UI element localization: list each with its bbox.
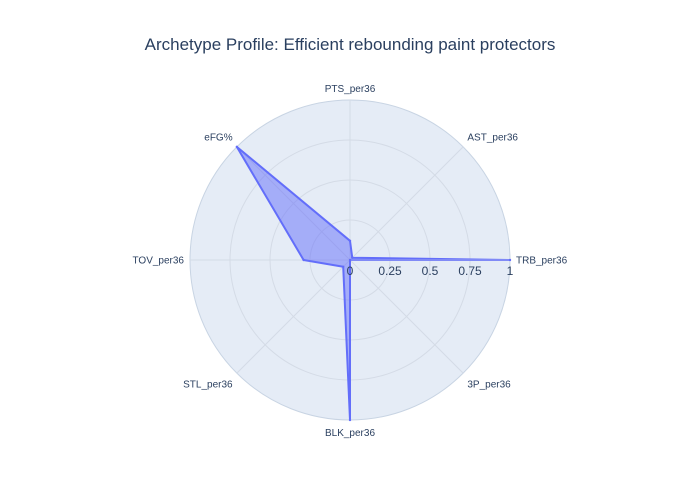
category-label-tov-per36: TOV_per36 xyxy=(132,256,184,267)
category-label-pts-per36: PTS_per36 xyxy=(325,84,376,95)
data-point-pts-per36 xyxy=(348,239,352,242)
angular-gridline xyxy=(349,146,464,261)
radial-tick-label: 0 xyxy=(347,264,354,278)
data-point-efg- xyxy=(235,145,239,149)
category-label-efg-: eFG% xyxy=(204,133,232,144)
category-labels: PTS_per36 AST_per36 TRB_per36 3P_per36 BLK_p… xyxy=(132,84,567,439)
chart-title: Archetype Profile: Efficient rebounding … xyxy=(145,35,556,54)
radial-tick-label: 0.75 xyxy=(458,264,482,278)
data-point-stl-per36 xyxy=(342,265,345,268)
radial-axis-ticks: 0 0.25 0.5 0.75 1 xyxy=(347,259,514,278)
radial-tick-label: 0.5 xyxy=(422,264,439,278)
category-label-trb-per36: TRB_per36 xyxy=(516,256,568,267)
data-point-ast-per36 xyxy=(351,256,354,259)
angular-gridline xyxy=(236,259,351,374)
data-point-tov-per36 xyxy=(302,258,305,262)
data-point-blk-per36 xyxy=(348,418,352,422)
data-point-trb-per36 xyxy=(508,258,512,262)
angular-gridline xyxy=(349,259,464,374)
data-point-3p-per36 xyxy=(348,258,352,262)
radial-tick-label: 1 xyxy=(507,264,514,278)
category-label-ast-per36: AST_per36 xyxy=(467,133,518,144)
category-label-3p-per36: 3P_per36 xyxy=(467,379,511,390)
data-points xyxy=(235,145,512,422)
category-label-stl-per36: STL_per36 xyxy=(183,379,233,390)
category-label-blk-per36: BLK_per36 xyxy=(325,428,375,439)
radial-tick-label: 0.25 xyxy=(378,264,402,278)
